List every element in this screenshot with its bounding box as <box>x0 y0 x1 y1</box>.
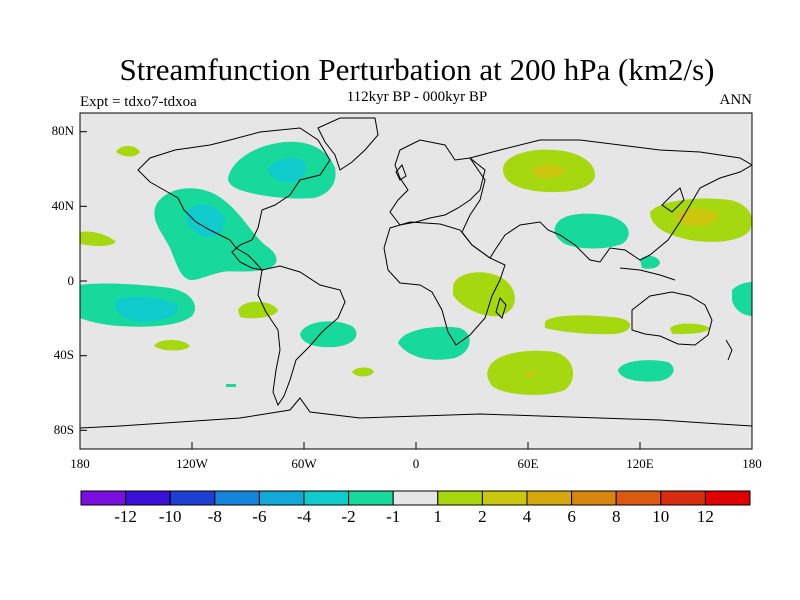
contour-east-pacific-tropic <box>80 231 116 246</box>
colorbar-box-4 <box>258 490 305 506</box>
lat-label-80n: 80N <box>51 123 74 138</box>
lon-label-60w: 60W <box>291 456 317 471</box>
colorbar-box-13 <box>660 490 706 506</box>
tick-marks <box>79 131 753 449</box>
coast-madagascar <box>495 296 507 319</box>
lat-label-80s: 80S <box>53 422 74 437</box>
colorbar-box-14 <box>704 490 751 506</box>
contour-north-pacific-west <box>116 146 140 157</box>
coast-indonesia <box>619 267 676 281</box>
lon-label-0: 0 <box>412 456 420 471</box>
coast-south-america <box>257 265 346 407</box>
colorbar-box-6 <box>348 490 394 506</box>
coastlines <box>80 117 752 429</box>
colorbar-label: 6 <box>567 507 576 526</box>
contour-southern-indian-ocean-core <box>526 372 534 377</box>
colorbar-label: -10 <box>158 507 182 526</box>
colorbar-label: 8 <box>611 507 621 526</box>
lat-label-40n: 40N <box>51 198 74 213</box>
colorbar-box-1 <box>125 490 171 506</box>
colorbar-label: -4 <box>296 507 312 526</box>
colorbar-box-5 <box>303 490 350 506</box>
contour-north-pacific-east-core <box>185 204 225 238</box>
contour-south-atlantic-pos <box>352 367 374 377</box>
colorbar-box-0 <box>80 490 127 506</box>
colorbar-label: -8 <box>207 507 222 526</box>
coast-asia <box>461 139 752 263</box>
contour-east-africa <box>453 272 515 317</box>
lat-label-40s: 40S <box>53 347 74 362</box>
colorbar-label: -2 <box>341 507 356 526</box>
colorbar-box-12 <box>615 490 662 506</box>
coast-japan <box>661 187 685 213</box>
colorbar-box-8 <box>437 490 483 506</box>
colorbar-box-9 <box>481 490 528 506</box>
colorbar-box-11 <box>571 490 617 506</box>
coast-australia <box>631 291 713 346</box>
chart-title: Streamfunction Perturbation at 200 hPa (… <box>119 52 715 87</box>
coast-uk <box>395 164 407 181</box>
lat-label-0: 0 <box>67 273 75 288</box>
map-background <box>80 113 752 449</box>
colorbar-box-2 <box>169 490 216 506</box>
coast-greenland <box>317 117 379 171</box>
lon-label-60e: 60E <box>517 456 539 471</box>
contour-north-atlantic-core <box>268 158 307 183</box>
lon-label-180w: 180 <box>70 456 90 471</box>
season-label: ANN <box>719 92 753 108</box>
chart-subtitle: 112kyr BP - 000kyr BP <box>346 89 488 105</box>
lon-label-120e: 120E <box>626 456 654 471</box>
colorbar-label: -6 <box>252 507 267 526</box>
lon-label-180e: 180 <box>742 456 762 471</box>
coast-antarctica <box>80 397 752 429</box>
contour-southern-indian-ocean <box>618 360 674 382</box>
colorbar-label: -1 <box>386 507 401 526</box>
lon-label-120w: 120W <box>176 456 208 471</box>
colorbar-label: 2 <box>478 507 487 526</box>
contour-south-pacific-core <box>115 296 178 322</box>
colorbar <box>80 490 751 506</box>
colorbar-box-7 <box>392 490 439 506</box>
contour-indian-ocean-band <box>545 315 631 335</box>
experiment-label: Expt = tdxo7-tdxoa <box>80 94 197 110</box>
contour-south-atlantic-east <box>398 326 470 360</box>
contour-australia-east <box>670 323 710 334</box>
coast-new-zealand <box>725 339 733 361</box>
coast-europe <box>389 139 486 226</box>
contour-tropical-pacific-blob <box>640 255 660 269</box>
colorbar-box-10 <box>526 490 573 506</box>
colorbar-label: 4 <box>522 507 532 526</box>
contour-central-asia <box>554 213 629 249</box>
coast-north-america <box>137 127 331 271</box>
contour-small-seaice <box>226 384 236 387</box>
contour-siberia-core <box>532 164 566 179</box>
contour-south-pacific-pos-2 <box>154 340 190 351</box>
colorbar-label: 12 <box>696 507 714 526</box>
colorbar-label: 10 <box>652 507 670 526</box>
colorbar-box-3 <box>214 490 260 506</box>
colorbar-label: -12 <box>114 507 137 526</box>
colorbar-label: 1 <box>433 507 443 526</box>
contour-west-edge <box>732 282 752 316</box>
